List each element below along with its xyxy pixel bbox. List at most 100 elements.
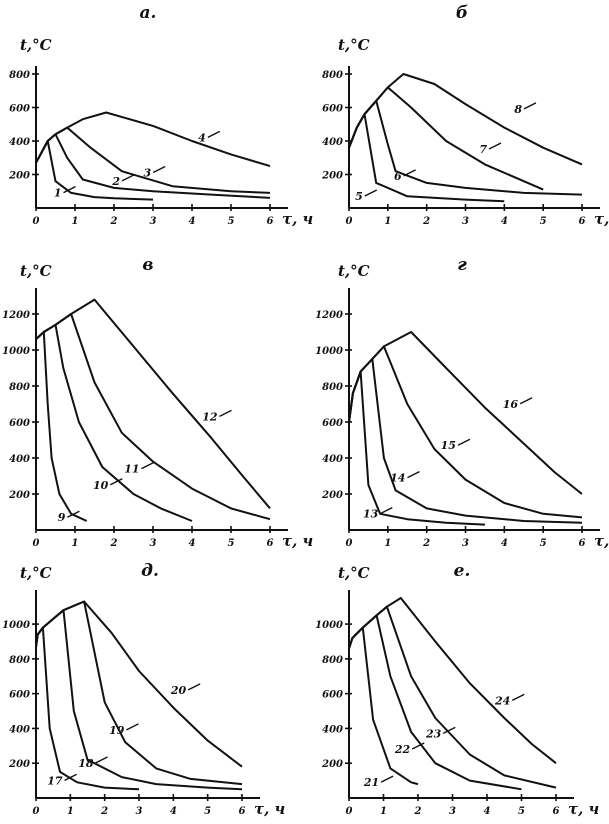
x-tick-label: 3 [136, 806, 143, 817]
y-tick-label: 1200 [315, 310, 343, 321]
y-tick-label: 400 [9, 454, 30, 465]
curve-4 [35, 111, 271, 168]
y-axis-label: t,°C [338, 262, 370, 280]
x-tick-label: 5 [228, 538, 235, 549]
curve-leader-24 [511, 693, 525, 701]
y-tick-label: 600 [9, 104, 30, 115]
curve-6 [348, 99, 583, 196]
x-axis-label: τ, ч [282, 210, 313, 228]
y-tick-label: 800 [9, 382, 30, 393]
x-axis-label: τ, ч [282, 532, 313, 550]
curve-leader-23 [442, 726, 456, 735]
curve-11 [35, 313, 271, 521]
curve-label-8: 8 [514, 103, 522, 116]
x-tick-label: 0 [33, 216, 40, 227]
curve-18 [35, 609, 243, 791]
curve-leader-20 [187, 683, 201, 691]
y-tick-label: 800 [322, 655, 343, 666]
curve-leader-1 [63, 185, 76, 194]
y-axis-label: t,°C [338, 36, 370, 54]
x-tick-label: 3 [150, 538, 157, 549]
x-tick-label: 0 [346, 538, 353, 549]
curve-label-18: 18 [78, 757, 94, 770]
x-tick-label: 3 [449, 806, 456, 817]
x-tick-label: 6 [579, 538, 586, 549]
curve-leader-16 [519, 397, 533, 405]
x-tick-label: 6 [239, 806, 246, 817]
curve-label-14: 14 [390, 472, 405, 485]
x-tick-label: 4 [170, 806, 177, 817]
curve-label-15: 15 [441, 439, 456, 452]
y-tick-label: 600 [322, 418, 343, 429]
curve-leader-10 [109, 478, 123, 486]
x-tick-label: 4 [189, 538, 196, 549]
curve-19 [35, 600, 243, 786]
chart-panel-4: г t,°C τ, ч 0 1 2 3 4 5 6 200 400 600 800 1000 1200 13 14… [315, 255, 609, 550]
curve-leader-12 [219, 409, 232, 418]
x-tick-label: 0 [346, 806, 353, 817]
x-tick-label: 4 [501, 538, 508, 549]
curve-label-6: 6 [394, 170, 402, 183]
x-tick-label: 6 [267, 538, 274, 549]
x-tick-label: 2 [414, 806, 422, 817]
curve-16 [348, 331, 583, 495]
x-tick-label: 1 [380, 806, 387, 817]
y-tick-label: 600 [322, 104, 343, 115]
curve-leader-5 [364, 189, 378, 197]
y-axis-label: t,°C [20, 36, 52, 54]
x-tick-label: 4 [189, 216, 196, 227]
curve-leader-4 [207, 130, 221, 138]
y-tick-label: 200 [321, 171, 343, 182]
y-tick-label: 800 [9, 70, 30, 81]
y-tick-label: 200 [321, 759, 343, 770]
curve-leader-18 [95, 756, 108, 764]
curve-leader-9 [67, 510, 80, 518]
y-tick-label: 400 [322, 454, 343, 465]
x-tick-label: 1 [67, 806, 74, 817]
panel-title: а. [140, 3, 157, 23]
y-tick-label: 800 [322, 382, 343, 393]
curve-leader-3 [152, 165, 166, 174]
curve-label-3: 3 [144, 167, 152, 180]
curve-15 [348, 345, 583, 519]
curve-label-9: 9 [58, 511, 66, 524]
curve-label-24: 24 [494, 694, 510, 707]
curve-label-17: 17 [47, 774, 63, 787]
curve-leader-15 [457, 438, 471, 446]
curve-3 [35, 126, 271, 194]
chart-panel-6: е.t,°Cτ, ч0 1 2 3 4 5 620040060080010002122232… [315, 561, 599, 818]
y-tick-label: 600 [322, 690, 343, 701]
curve-leader-8 [523, 102, 537, 110]
panel-title: е. [454, 561, 471, 581]
x-tick-label: 1 [384, 216, 391, 227]
x-tick-label: 2 [110, 216, 118, 227]
curve-leader-21 [380, 775, 394, 783]
curve-label-1: 1 [54, 187, 62, 200]
curve-label-23: 23 [425, 727, 442, 740]
curve-label-20: 20 [170, 684, 187, 697]
x-tick-label: 6 [553, 806, 560, 817]
x-tick-label: 5 [518, 806, 525, 817]
curve-21 [348, 626, 419, 786]
x-tick-label: 2 [422, 538, 430, 549]
curve-leader-6 [403, 169, 416, 177]
x-tick-label: 6 [267, 216, 274, 227]
y-tick-label: 600 [9, 418, 30, 429]
x-tick-label: 4 [501, 216, 508, 227]
panel-title: в [142, 255, 153, 275]
curve-leader-2 [121, 174, 135, 182]
curve-label-13: 13 [363, 508, 379, 521]
curve-label-19: 19 [109, 724, 125, 737]
curve-label-16: 16 [503, 398, 519, 411]
x-tick-label: 5 [540, 538, 547, 549]
chart-panel-2: б t,°C τ, ч 0 1 2 3 4 5 6 200 400 600 800 5 6 7 8 [321, 3, 609, 228]
x-tick-label: 0 [346, 216, 353, 227]
y-tick-label: 1200 [2, 310, 30, 321]
panel-title: б [456, 3, 468, 23]
curve-label-5: 5 [355, 190, 363, 203]
x-tick-label: 2 [100, 806, 108, 817]
y-tick-label: 200 [8, 490, 30, 501]
y-tick-label: 600 [9, 690, 30, 701]
curve-label-12: 12 [202, 410, 218, 423]
curve-label-11: 11 [124, 463, 139, 476]
